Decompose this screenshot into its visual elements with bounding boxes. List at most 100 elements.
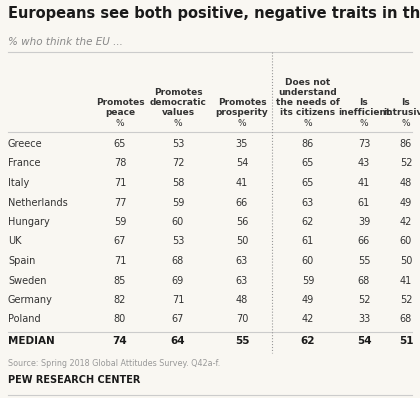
Text: 50: 50 [236, 236, 248, 246]
Text: 53: 53 [172, 139, 184, 149]
Text: 74: 74 [113, 336, 127, 346]
Text: France: France [8, 158, 40, 168]
Text: values: values [161, 108, 194, 117]
Text: 41: 41 [236, 178, 248, 188]
Text: 80: 80 [114, 314, 126, 324]
Text: %: % [116, 119, 124, 128]
Text: Italy: Italy [8, 178, 29, 188]
Text: 48: 48 [400, 178, 412, 188]
Text: 77: 77 [114, 197, 126, 207]
Text: % who think the EU ...: % who think the EU ... [8, 37, 123, 47]
Text: 82: 82 [114, 295, 126, 305]
Text: 71: 71 [172, 295, 184, 305]
Text: 41: 41 [358, 178, 370, 188]
Text: 63: 63 [302, 197, 314, 207]
Text: 59: 59 [114, 217, 126, 227]
Text: 55: 55 [358, 256, 370, 266]
Text: peace: peace [105, 108, 135, 117]
Text: 67: 67 [114, 236, 126, 246]
Text: 51: 51 [399, 336, 413, 346]
Text: UK: UK [8, 236, 21, 246]
Text: 39: 39 [358, 217, 370, 227]
Text: Is: Is [360, 98, 368, 107]
Text: 56: 56 [236, 217, 248, 227]
Text: 52: 52 [400, 158, 412, 168]
Text: 50: 50 [400, 256, 412, 266]
Text: 65: 65 [302, 158, 314, 168]
Text: 67: 67 [172, 314, 184, 324]
Text: 49: 49 [302, 295, 314, 305]
Text: 69: 69 [172, 275, 184, 285]
Text: %: % [304, 119, 312, 128]
Text: 52: 52 [358, 295, 370, 305]
Text: 60: 60 [400, 236, 412, 246]
Text: 35: 35 [236, 139, 248, 149]
Text: democratic: democratic [150, 98, 207, 107]
Text: Europeans see both positive, negative traits in the EU: Europeans see both positive, negative tr… [8, 6, 420, 21]
Text: Promotes: Promotes [218, 98, 266, 107]
Text: 86: 86 [400, 139, 412, 149]
Text: 41: 41 [400, 275, 412, 285]
Text: %: % [238, 119, 246, 128]
Text: 66: 66 [358, 236, 370, 246]
Text: Greece: Greece [8, 139, 42, 149]
Text: 52: 52 [400, 295, 412, 305]
Text: 42: 42 [400, 217, 412, 227]
Text: 64: 64 [171, 336, 185, 346]
Text: 42: 42 [302, 314, 314, 324]
Text: 86: 86 [302, 139, 314, 149]
Text: MEDIAN: MEDIAN [8, 336, 55, 346]
Text: 60: 60 [172, 217, 184, 227]
Text: 54: 54 [236, 158, 248, 168]
Text: 58: 58 [172, 178, 184, 188]
Text: Source: Spring 2018 Global Attitudes Survey. Q42a-f.: Source: Spring 2018 Global Attitudes Sur… [8, 359, 220, 368]
Text: its citizens: its citizens [281, 108, 336, 117]
Text: Poland: Poland [8, 314, 41, 324]
Text: Does not: Does not [285, 78, 331, 87]
Text: %: % [360, 119, 368, 128]
Text: 62: 62 [301, 336, 315, 346]
Text: Sweden: Sweden [8, 275, 47, 285]
Text: 71: 71 [114, 256, 126, 266]
Text: %: % [174, 119, 182, 128]
Text: Promotes: Promotes [96, 98, 144, 107]
Text: 59: 59 [302, 275, 314, 285]
Text: 73: 73 [358, 139, 370, 149]
Text: %: % [402, 119, 410, 128]
Text: 65: 65 [114, 139, 126, 149]
Text: 85: 85 [114, 275, 126, 285]
Text: Netherlands: Netherlands [8, 197, 68, 207]
Text: prosperity: prosperity [215, 108, 268, 117]
Text: PEW RESEARCH CENTER: PEW RESEARCH CENTER [8, 375, 140, 385]
Text: Spain: Spain [8, 256, 35, 266]
Text: 55: 55 [235, 336, 249, 346]
Text: 60: 60 [302, 256, 314, 266]
Text: 63: 63 [236, 275, 248, 285]
Text: 61: 61 [302, 236, 314, 246]
Text: understand: understand [278, 88, 337, 97]
Text: 43: 43 [358, 158, 370, 168]
Text: Is: Is [402, 98, 410, 107]
Text: inefficient: inefficient [338, 108, 390, 117]
Text: Promotes: Promotes [154, 88, 202, 97]
Text: 71: 71 [114, 178, 126, 188]
Text: 49: 49 [400, 197, 412, 207]
Text: Germany: Germany [8, 295, 53, 305]
Text: 63: 63 [236, 256, 248, 266]
Text: 62: 62 [302, 217, 314, 227]
Text: the needs of: the needs of [276, 98, 340, 107]
Text: 72: 72 [172, 158, 184, 168]
Text: 68: 68 [400, 314, 412, 324]
Text: 33: 33 [358, 314, 370, 324]
Text: 59: 59 [172, 197, 184, 207]
Text: 66: 66 [236, 197, 248, 207]
Text: 61: 61 [358, 197, 370, 207]
Text: 68: 68 [172, 256, 184, 266]
Text: intrusive: intrusive [383, 108, 420, 117]
Text: Hungary: Hungary [8, 217, 50, 227]
Text: 65: 65 [302, 178, 314, 188]
Text: 78: 78 [114, 158, 126, 168]
Text: 53: 53 [172, 236, 184, 246]
Text: 54: 54 [357, 336, 371, 346]
Text: 48: 48 [236, 295, 248, 305]
